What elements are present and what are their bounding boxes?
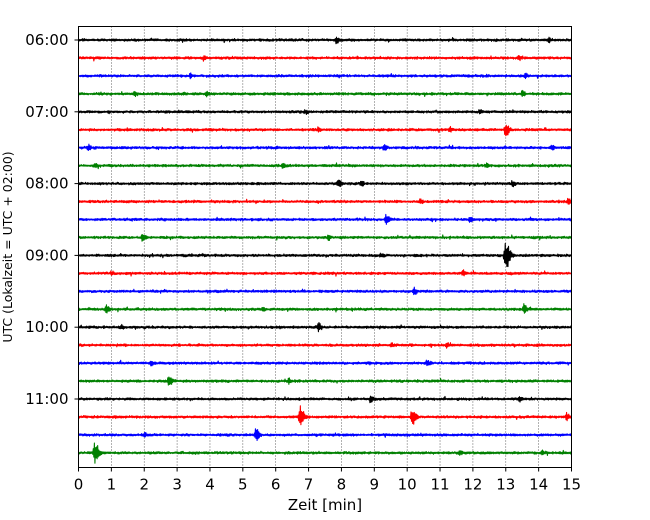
x-tick-label: 15 [562, 476, 581, 494]
seismogram-trace [77, 359, 573, 367]
x-tick-label: 9 [370, 476, 380, 494]
seismogram-trace [78, 322, 573, 333]
y-axis-label: UTC (Lokalzeit = UTC + 02:00) [0, 151, 15, 342]
x-tick-label: 10 [398, 476, 417, 494]
seismogram-trace [77, 124, 573, 137]
x-tick-label: 4 [205, 476, 215, 494]
seismogram-trace [78, 342, 572, 349]
x-axis-label: Zeit [min] [288, 496, 362, 514]
seismogram-trace [77, 89, 572, 98]
seismogram-trace [77, 179, 573, 188]
y-tick-label: 11:00 [25, 390, 68, 408]
seismogram-trace [77, 143, 572, 152]
y-tick-label: 08:00 [25, 175, 68, 193]
plot-frame [78, 26, 572, 468]
x-tick-label: 8 [337, 476, 347, 494]
seismogram-trace [77, 269, 573, 277]
plot-area [78, 26, 572, 468]
seismogram-trace [77, 405, 573, 426]
x-tick-label: 5 [238, 476, 248, 494]
x-tick-label: 12 [463, 476, 482, 494]
x-tick-label: 11 [430, 476, 449, 494]
x-axis-ticks: 0 1 2 3 4 5 6 7 8 9 10 11 12 13 14 15 [74, 467, 581, 494]
x-tick-label: 6 [271, 476, 281, 494]
y-tick-label: 07:00 [25, 103, 68, 121]
y-tick-label: 09:00 [25, 246, 68, 264]
x-tick-label: 0 [74, 476, 84, 494]
x-tick-label: 14 [529, 476, 548, 494]
seismogram-trace [77, 428, 573, 442]
seismogram-trace [77, 303, 572, 314]
seismogram-traces [77, 36, 573, 464]
x-tick-label: 1 [107, 476, 117, 494]
seismogram-trace [78, 213, 573, 225]
seismogram-trace [78, 108, 573, 116]
y-tick-label: 06:00 [25, 31, 68, 49]
seismogram-trace [78, 442, 573, 464]
seismogram-trace [77, 286, 573, 296]
y-axis-ticks: 06:00 07:00 08:00 09:00 10:00 11:00 [25, 31, 79, 408]
seismogram-trace [77, 234, 573, 242]
y-tick-label: 10:00 [25, 318, 68, 336]
seismogram-trace [77, 162, 573, 170]
x-tick-label: 3 [172, 476, 182, 494]
x-tick-label: 13 [496, 476, 515, 494]
x-tick-label: 2 [139, 476, 149, 494]
seismogram-trace [77, 376, 573, 386]
seismogram-trace [78, 72, 573, 80]
seismogram-trace [78, 36, 573, 45]
seismogram-trace [77, 197, 573, 205]
seismogram-trace [77, 395, 573, 404]
seismogram-trace [77, 243, 573, 268]
seismogram-trace [77, 55, 573, 62]
x-tick-label: 7 [304, 476, 314, 494]
